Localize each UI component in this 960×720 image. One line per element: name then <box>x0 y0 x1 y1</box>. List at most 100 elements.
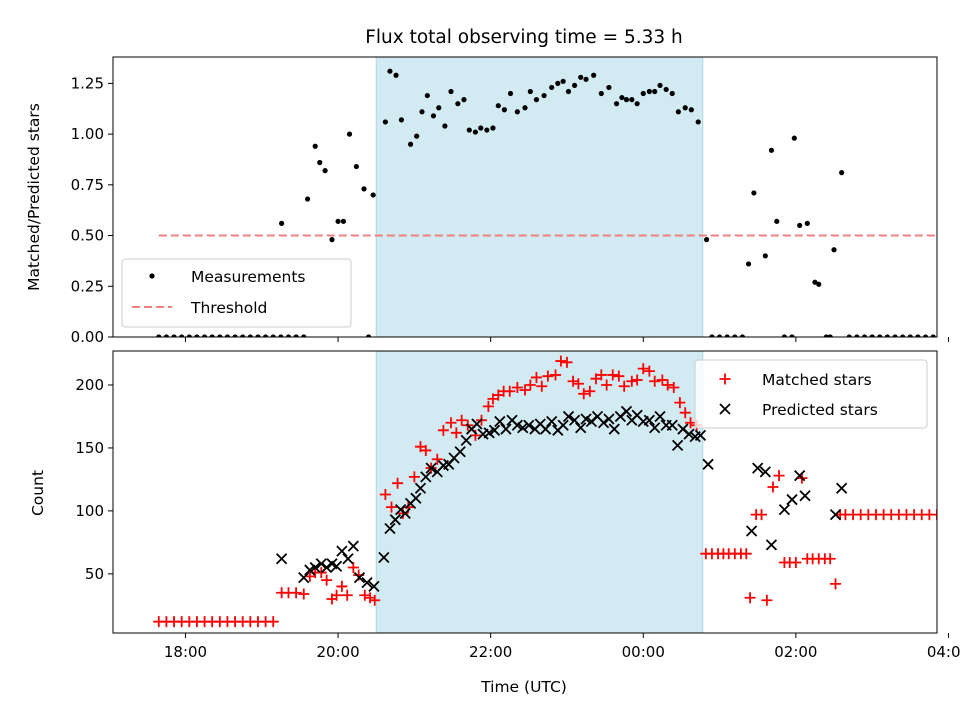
matched-point <box>550 369 562 381</box>
measurement-point <box>507 90 514 97</box>
predicted-point <box>752 462 764 474</box>
measurement-point <box>915 334 921 337</box>
y-tick-label: 50 <box>85 565 104 583</box>
measurement-point <box>217 334 223 337</box>
measurement-point <box>560 78 566 84</box>
matched-point <box>572 378 584 390</box>
y-tick-label: 100 <box>75 502 104 520</box>
measurement-point <box>346 131 353 137</box>
measurement-point <box>774 218 780 224</box>
matched-point <box>578 388 590 400</box>
measurement-point <box>201 334 208 337</box>
matched-point <box>364 592 376 604</box>
matched-point <box>607 369 619 381</box>
measurement-point <box>490 125 496 131</box>
measurement-point <box>724 334 730 337</box>
predicted-point <box>384 522 396 535</box>
measurement-point <box>703 237 710 243</box>
y-tick-label: 0.25 <box>71 277 104 295</box>
matched-point <box>595 369 607 381</box>
matched-point <box>656 374 668 386</box>
matched-point <box>431 453 443 465</box>
measurement-point <box>938 334 943 339</box>
y-tick-label: 0.00 <box>71 328 104 346</box>
legend-label-predicted: Predicted stars <box>762 401 878 419</box>
measurement-point <box>812 279 818 285</box>
matched-point <box>740 548 752 560</box>
predicted-point <box>557 419 569 431</box>
matched-point <box>643 365 655 377</box>
y-tick-label: 0.75 <box>71 176 104 194</box>
measurement-point <box>301 334 307 337</box>
measurement-point <box>335 218 341 224</box>
measurement-point <box>657 82 663 89</box>
predicted-point <box>523 419 535 431</box>
measurement-point <box>555 80 561 86</box>
predicted-point <box>603 413 615 425</box>
matched-point <box>397 507 409 519</box>
measurement-point <box>194 334 200 337</box>
measurement-point <box>478 125 484 131</box>
matched-point <box>341 589 353 601</box>
predicted-point <box>702 458 714 470</box>
matched-point <box>519 384 531 396</box>
predicted-point <box>330 560 343 572</box>
measurement-point <box>652 88 658 95</box>
measurement-point <box>442 123 448 129</box>
measurement-point <box>541 92 547 99</box>
predicted-point <box>420 471 432 483</box>
predicted-point <box>562 410 575 423</box>
predicted-point <box>654 410 666 423</box>
measurement-point <box>270 334 276 337</box>
predicted-point <box>347 540 359 552</box>
x-tick-label: 22:00 <box>469 643 512 661</box>
x-axis-label: Time (UTC) <box>480 678 567 696</box>
axes-frame <box>112 350 938 634</box>
measurement-point <box>751 190 757 196</box>
predicted-point <box>829 509 842 521</box>
measurement-point <box>839 170 845 176</box>
predicted-point <box>649 422 661 434</box>
measurement-point <box>285 334 292 337</box>
legend: Matched stars Predicted stars <box>694 359 928 429</box>
measurement-point <box>436 105 442 111</box>
predicted-point <box>671 439 684 452</box>
predicted-point <box>765 539 778 551</box>
matched-point <box>542 370 554 382</box>
matched-point <box>347 562 359 574</box>
measurement-point <box>329 237 335 243</box>
matched-point <box>267 616 279 628</box>
measurement-point <box>884 334 891 337</box>
measurement-point <box>762 253 768 259</box>
y-tick-label: 200 <box>75 376 104 394</box>
matched-point <box>613 370 625 382</box>
measurement-point <box>854 334 860 337</box>
predicted-point <box>320 561 333 574</box>
series-matched-stars <box>153 355 937 628</box>
matched-point <box>830 578 842 590</box>
predicted-point <box>353 571 366 584</box>
measurement-point <box>472 129 479 135</box>
measurement-point <box>361 186 367 192</box>
predicted-point <box>336 545 348 557</box>
matched-point <box>618 380 630 392</box>
matched-point <box>315 567 327 579</box>
measurement-point <box>663 86 669 93</box>
matched-point <box>450 427 462 439</box>
matched-point <box>824 553 836 565</box>
measurement-point <box>419 109 425 115</box>
measurement-point <box>606 84 612 91</box>
predicted-point <box>399 507 411 520</box>
measurement-point <box>781 334 788 337</box>
series-predicted-stars <box>275 405 848 593</box>
predicted-point <box>410 492 422 504</box>
predicted-point <box>778 503 791 516</box>
predicted-point <box>643 414 655 426</box>
matched-point <box>662 379 674 391</box>
measurement-point <box>646 88 652 95</box>
legend: Measurements Threshold <box>121 258 352 328</box>
measurement-point <box>892 334 898 337</box>
legend-box <box>694 359 928 429</box>
measurement-point <box>619 94 625 101</box>
y-tick-label: 150 <box>75 439 104 457</box>
